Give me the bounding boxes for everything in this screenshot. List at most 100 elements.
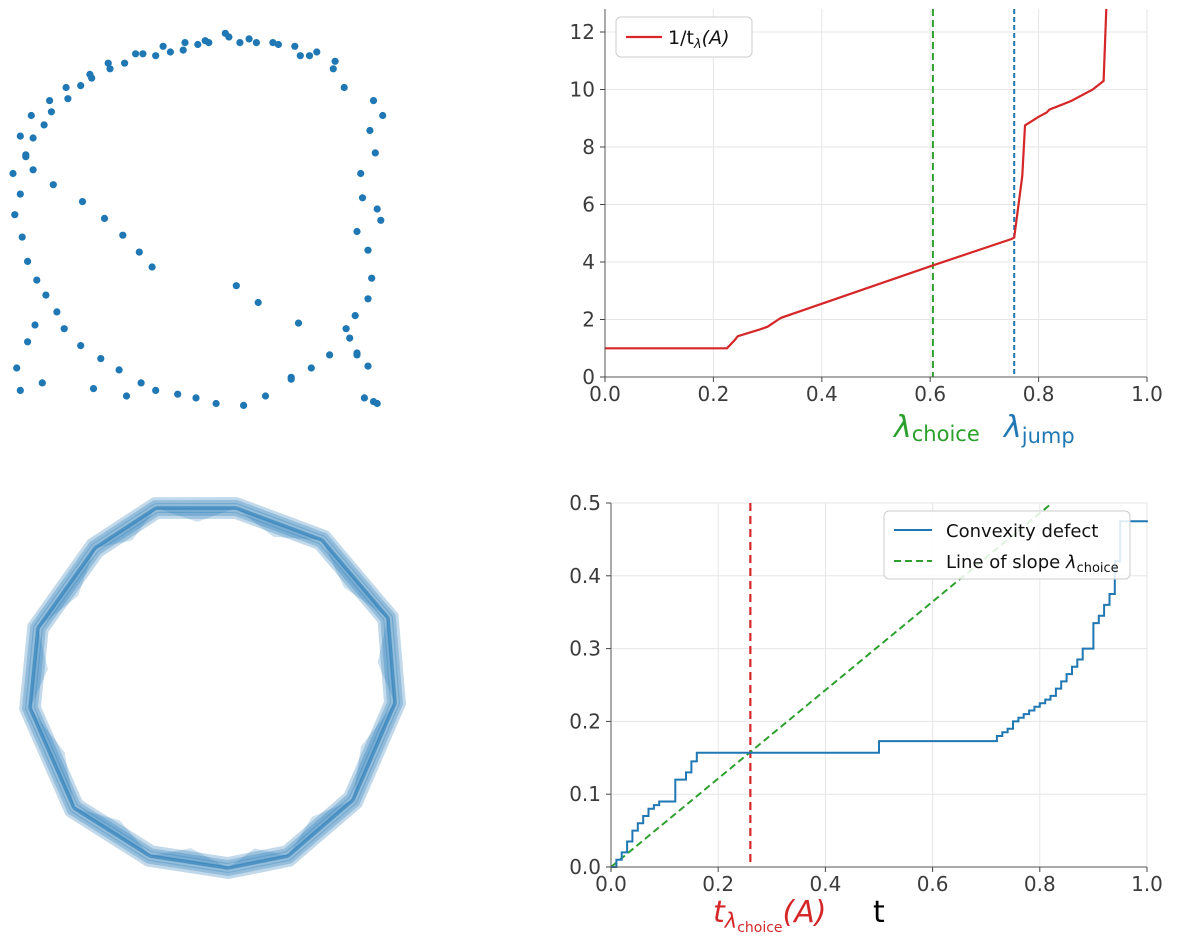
scatter-point [9,169,17,178]
scatter-point [192,394,200,402]
scatter-point [369,398,378,406]
scatter-point [53,308,61,316]
scatter-point [305,52,314,60]
series-line-convexity-defect [611,520,1148,868]
scatter-point [16,386,24,394]
scatter-point [360,394,368,402]
scatter-point [13,364,21,372]
y-tick-label: 0.5 [569,491,601,515]
x-axis-label-t: t [873,895,885,930]
axes [600,9,1148,382]
scatter-point [232,282,240,290]
x-tick-label: 0.8 [1024,872,1056,896]
y-tick-label: 0 [582,365,595,389]
scatter-point [18,233,26,241]
scatter-point [152,52,160,60]
scatter-point [38,379,46,387]
scatter-point [201,37,209,45]
inverse-t-panel: 0.0 0.2 0.4 0.6 0.8 1.0 0 2 4 6 8 10 12 1/tλ(A) λcho… [570,8,1163,448]
scatter-point [179,46,187,54]
legend-label-slope: Line of slope λchoice [946,552,1119,576]
complex-edge [386,617,397,704]
complex-edge [227,854,289,870]
scatter-point [346,334,354,342]
complex-triangle [377,618,395,703]
complex-edge [235,506,323,542]
scatter-point [31,321,39,329]
scatter-point [371,149,379,157]
scatter-point [331,57,339,65]
scatter-point [269,39,277,47]
scatter-point [194,40,202,49]
complex-edge [94,506,157,550]
scatter-point [340,83,348,92]
scatter-point [104,59,112,67]
scatter-point [42,291,50,299]
scatter-point [78,198,87,206]
complex-triangle [30,628,48,708]
legend: 1/tλ(A) [615,16,753,58]
vertical-lines [931,9,1016,377]
scatter-point [132,50,140,58]
x-tick-label: 0.2 [697,382,729,406]
scatter-point [353,351,361,359]
scatter-point [291,42,299,50]
y-tick-label: 12 [570,20,595,44]
scatter-point [24,257,32,265]
scatter-point [27,111,35,120]
scatter-point [121,59,129,67]
t-lambda-choice-label: tλchoice(A) [713,895,826,936]
scatter-point [364,246,372,254]
scatter-point [60,325,68,333]
complex-edge [28,707,76,809]
x-tick-label: 1.0 [1131,382,1163,406]
scatter-point [353,227,361,236]
series-line-inverse-t [605,8,1108,350]
scatter-point [254,298,262,307]
complex-edge-band [19,497,406,879]
y-tick-label: 0.3 [569,637,601,661]
complex-edge [287,798,354,858]
scatter-point [89,385,98,393]
y-tick-label: 8 [582,135,595,159]
scatter-point [47,108,56,116]
legend-box [883,510,1131,580]
complex-triangle [156,508,236,522]
scatter-point [307,364,315,372]
y-tick-label: 0.0 [569,855,601,879]
legend-box [615,16,753,58]
scatter-point [22,151,30,159]
scatter-point [62,83,70,92]
scatter-point [364,362,372,370]
scatter-point [358,194,367,202]
legend-label-convexity-defect: Convexity defect [946,521,1098,542]
scatter-point [366,126,374,135]
x-tick-label: 0.6 [914,382,946,406]
scatter-point [77,82,85,90]
x-tick-label: 0.0 [595,872,627,896]
scatter-point [115,366,123,374]
scatter-point [33,276,41,284]
scatter-point [166,48,174,56]
complex-edge [36,547,97,629]
x-tick-label: 0.0 [589,382,621,406]
scatter-point [49,181,57,189]
scatter-point [342,325,350,333]
scatter-point [86,70,94,78]
scatter-point [313,48,321,56]
y-tick-label: 0.4 [569,564,601,588]
scatter-point [368,274,376,282]
complex-edge [320,539,390,619]
scatter-point [240,401,248,409]
legend: Convexity defect Line of slope λchoice [883,510,1131,580]
scatter-point [294,319,303,327]
scatter-point [64,95,72,103]
scatter-point [261,392,270,400]
grid [610,502,1148,868]
scatter-point [181,39,189,47]
point-cloud-panel [9,29,387,409]
complex-edge-band [22,500,403,876]
scatter-point [373,205,381,213]
scatter-point [122,392,131,400]
